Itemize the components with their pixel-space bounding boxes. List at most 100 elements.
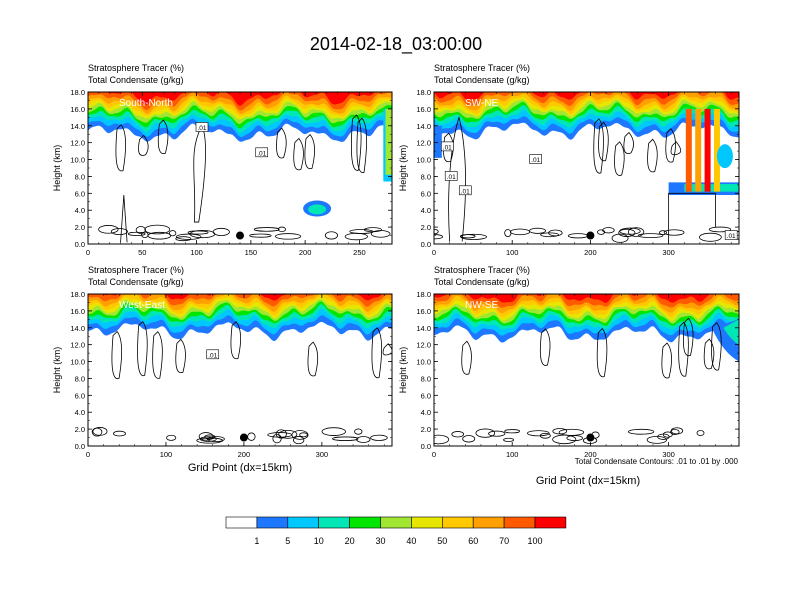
x-tick-label: 250 (353, 248, 366, 257)
contour-label-text: .01 (257, 150, 266, 157)
condensate-contour (662, 431, 673, 438)
contour-label-text: .01 (447, 174, 456, 181)
contour-label: .01 (529, 154, 542, 164)
x-tick-label: 50 (138, 248, 146, 257)
condensate-contour (670, 427, 684, 435)
panel-title: South-North (119, 98, 173, 109)
y-tick-label: 10.0 (70, 156, 85, 165)
condensate-contour (187, 230, 209, 235)
panel-south-north: Stratosphere Tracer (%) Total Condensate … (52, 63, 393, 257)
x-tick-label: 100 (506, 450, 519, 459)
tracer-fold-core (385, 108, 392, 175)
location-marker (586, 231, 595, 240)
y-tick-label: 6.0 (421, 189, 431, 198)
y-tick-label: 4.0 (421, 206, 431, 215)
y-tick-label: 10.0 (416, 358, 431, 367)
x-tick-label: 200 (584, 248, 597, 257)
colorbar-label: 10 (314, 536, 324, 546)
condensate-contour (304, 133, 315, 170)
condensate-contour (708, 226, 732, 233)
condensate-contour (135, 226, 146, 234)
y-tick-label: 18.0 (70, 290, 85, 299)
condensate-contour (434, 434, 450, 445)
condensate-contour (623, 131, 634, 154)
contour-label-box (458, 185, 472, 196)
condensate-contour (661, 342, 672, 379)
colorbar-cell (411, 516, 443, 529)
y-tick-label: 16.0 (70, 307, 85, 316)
y-tick-label: 4.0 (75, 206, 85, 215)
condensate-contour (291, 430, 309, 440)
condensate-contour (647, 138, 658, 173)
condensate-contour (627, 227, 645, 237)
colorbar-label: 60 (468, 536, 478, 546)
tracer-label: Stratosphere Tracer (%) (88, 265, 184, 275)
x-tick-label: 200 (238, 450, 251, 459)
y-tick-label: 2.0 (421, 223, 431, 232)
y-tick-label: 18.0 (416, 88, 431, 97)
panel-sw-ne: Stratosphere Tracer (%) Total Condensate … (398, 63, 740, 257)
y-tick-label: 10.0 (70, 358, 85, 367)
contour-label: .01 (724, 230, 738, 240)
condensate-contour (619, 227, 641, 235)
condensate-contour (111, 330, 122, 379)
panel-nw-se: Stratosphere Tracer (%) Total Condensate … (398, 265, 740, 459)
footnote: Total Condensate Contours: .01 to .01 by… (575, 457, 739, 466)
x-tick-label: 100 (160, 450, 173, 459)
condensate-contour (275, 233, 302, 240)
condensate-contour (370, 230, 391, 238)
condensate-contour (332, 436, 359, 441)
contour-label-box (195, 122, 209, 132)
tracer-band-10 (88, 294, 392, 301)
condensate-contour (371, 327, 383, 379)
contour-label-text: .01 (531, 157, 540, 164)
contour-label-box (440, 141, 454, 152)
condensate-outline (668, 192, 716, 242)
condensate-contour (528, 227, 547, 234)
y-axis-label: Height (km) (398, 145, 408, 192)
condensate-contour (696, 430, 705, 436)
condensate-contour (249, 233, 272, 238)
colorbar-cell (318, 516, 350, 529)
y-tick-label: 12.0 (70, 139, 85, 148)
condensate-contour (356, 117, 367, 173)
condensate-contour (637, 233, 664, 239)
y-tick-label: 0.0 (75, 240, 85, 249)
condensate-contour (370, 434, 388, 441)
tracer-column-1 (685, 108, 692, 192)
x-tick-label: 0 (432, 248, 436, 257)
condensate-contour (598, 121, 609, 162)
panel-title: SW-NE (465, 98, 498, 109)
contour-label: .01 (458, 185, 472, 196)
condensate-contours (91, 320, 392, 445)
xlabel-right: Grid Point (dx=15km) (536, 475, 640, 487)
y-tick-label: 14.0 (70, 122, 85, 131)
y-tick-label: 14.0 (416, 122, 431, 131)
condensate-contour (699, 232, 722, 242)
condensate-contour (166, 434, 177, 441)
colorbar-cell (287, 516, 319, 529)
condensate-contour (127, 231, 146, 236)
condensate-contour (141, 231, 149, 238)
colorbar-label: 30 (375, 536, 385, 546)
x-tick-label: 300 (662, 450, 675, 459)
panel-title: NW-SE (465, 300, 498, 311)
x-tick-label: 200 (584, 450, 597, 459)
plot-area: .01 .01 .01 .01 .01 (434, 92, 739, 244)
condensate-contour (198, 432, 214, 441)
y-tick-label: 18.0 (70, 88, 85, 97)
y-tick-label: 8.0 (421, 172, 431, 181)
y-tick-label: 14.0 (416, 324, 431, 333)
contour-label: .01 (444, 171, 458, 181)
condensate-contour (293, 436, 305, 445)
y-tick-label: 12.0 (70, 341, 85, 350)
y-tick-label: 0.0 (421, 240, 431, 249)
condensate-contour (272, 433, 282, 444)
colorbar-cell (503, 516, 536, 529)
condensate-contour (293, 137, 304, 171)
condensate-contour (115, 124, 126, 172)
condensate-contour (92, 427, 108, 436)
panels: Stratosphere Tracer (%) Total Condensate … (52, 63, 740, 459)
contour-label: .01 (255, 147, 269, 157)
